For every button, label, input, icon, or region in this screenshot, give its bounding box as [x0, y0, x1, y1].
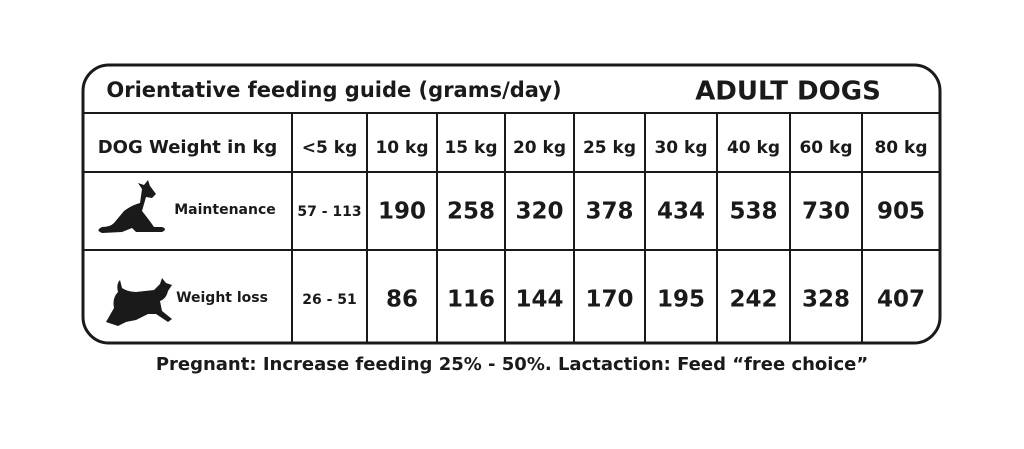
cell-value: 195 — [657, 287, 705, 313]
column-header: 25 kg — [583, 138, 636, 158]
cell-value: 86 — [386, 287, 418, 313]
lying-dog-icon — [98, 180, 165, 233]
cell-value: 434 — [657, 199, 705, 225]
column-header: 15 kg — [444, 138, 497, 158]
cell-value: 905 — [877, 199, 925, 225]
cell-value: 57 - 113 — [297, 204, 361, 220]
subtitle: ADULT DOGS — [695, 77, 881, 107]
cell-value: 378 — [585, 199, 633, 225]
column-header: 20 kg — [513, 138, 566, 158]
cell-value: 258 — [447, 199, 495, 225]
title: Orientative feeding guide (grams/day) — [106, 78, 561, 102]
cell-value: 144 — [515, 287, 563, 313]
footer-note: Pregnant: Increase feeding 25% - 50%. La… — [156, 354, 868, 375]
row-label: Weight loss — [176, 290, 268, 306]
cell-value: 538 — [729, 199, 777, 225]
column-header: 40 kg — [727, 138, 780, 158]
cell-value: 26 - 51 — [302, 292, 357, 308]
cell-value: 328 — [802, 287, 850, 313]
cell-value: 116 — [447, 287, 495, 313]
cell-value: 170 — [585, 287, 633, 313]
column-header: 30 kg — [654, 138, 707, 158]
cell-value: 190 — [378, 199, 426, 225]
running-dog-icon — [106, 278, 172, 326]
column-header: 80 kg — [874, 138, 927, 158]
column-header: 60 kg — [799, 138, 852, 158]
cell-value: 320 — [515, 199, 563, 225]
cell-value: 407 — [877, 287, 925, 313]
column-header: 10 kg — [375, 138, 428, 158]
grid — [83, 112, 940, 343]
cell-value: 242 — [729, 287, 777, 313]
row-label: Maintenance — [174, 202, 276, 218]
column-header: <5 kg — [302, 138, 357, 158]
column-header: DOG Weight in kg — [98, 137, 278, 158]
table-frame — [81, 63, 942, 345]
cell-value: 730 — [802, 199, 850, 225]
